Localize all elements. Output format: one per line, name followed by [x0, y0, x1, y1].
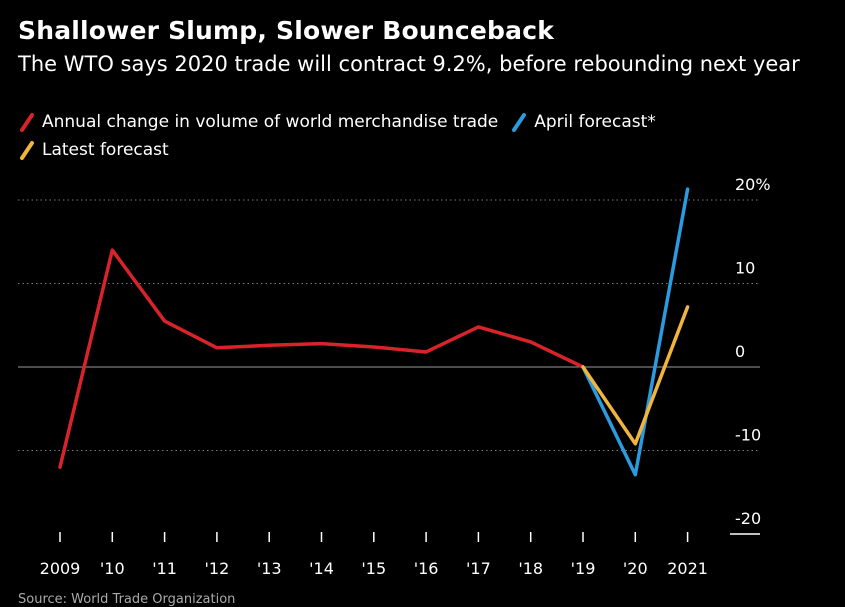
x-tick-label: '11 [152, 559, 177, 578]
legend-label-actual: Annual change in volume of world merchan… [42, 112, 499, 132]
legend-swatch-april-icon [510, 112, 530, 132]
x-tick-label: '19 [571, 559, 596, 578]
x-tick-label: '14 [309, 559, 334, 578]
legend-label-april: April forecast* [534, 112, 656, 132]
legend-label-latest: Latest forecast [42, 140, 169, 160]
series-line [58, 248, 585, 469]
y-tick-label: 10 [735, 259, 755, 278]
legend-item-actual: Annual change in volume of world merchan… [18, 112, 498, 132]
y-tick-label: -10 [735, 426, 761, 445]
x-tick-label: '12 [205, 559, 230, 578]
legend-item-april: April forecast* [510, 112, 656, 132]
source-note: Source: World Trade Organization [18, 592, 236, 607]
y-tick-label: -20 [735, 509, 761, 528]
legend-swatch-latest-icon [18, 140, 38, 160]
y-tick-label: 0 [735, 342, 745, 361]
x-tick-label: '10 [100, 559, 125, 578]
x-tick-label: 2009 [40, 559, 81, 578]
x-tick-label: '18 [518, 559, 543, 578]
chart-subtitle: The WTO says 2020 trade will contract 9.… [18, 52, 800, 76]
x-tick-label: '17 [466, 559, 491, 578]
legend-item-latest: Latest forecast [18, 140, 169, 160]
y-tick-label: 20% [735, 175, 771, 194]
series-line [581, 305, 690, 446]
x-tick-label: '16 [414, 559, 439, 578]
legend-swatch-actual-icon [18, 112, 38, 132]
x-tick-label: '20 [623, 559, 648, 578]
legend: Annual change in volume of world merchan… [18, 108, 668, 164]
x-tick-label: '15 [361, 559, 386, 578]
x-tick-label: '13 [257, 559, 282, 578]
series-line [581, 187, 690, 477]
chart-title: Shallower Slump, Slower Bounceback [18, 16, 555, 45]
x-tick-label: 2021 [667, 559, 708, 578]
